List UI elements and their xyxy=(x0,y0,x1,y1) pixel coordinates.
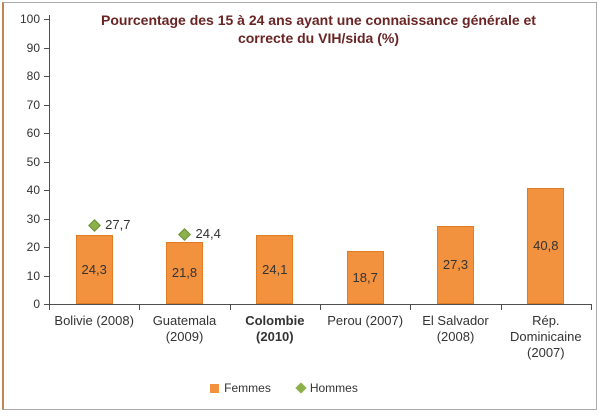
x-axis-label: Colombie (2010) xyxy=(230,313,320,345)
femmes-bar-swatch-icon xyxy=(210,383,220,393)
femmes-bar-value-label: 18,7 xyxy=(352,269,378,285)
hommes-value-label: 24,4 xyxy=(195,226,221,242)
y-axis-tick-label: 80 xyxy=(26,69,40,83)
y-axis-line xyxy=(49,15,50,305)
x-axis-tick xyxy=(500,304,502,310)
x-axis-label: Bolivie (2008) xyxy=(49,313,139,329)
x-axis-tick xyxy=(229,304,231,310)
x-axis-label-line: Dominicaine xyxy=(510,329,582,344)
y-axis-tick-label: 50 xyxy=(26,154,40,169)
y-axis-tick-label: 20 xyxy=(26,240,40,254)
x-axis-label: Rép. Dominicaine (2007) xyxy=(501,313,591,361)
femmes-bar-value-label: 21,8 xyxy=(171,265,198,280)
y-axis-tick xyxy=(44,133,49,134)
x-axis-label-line: (2010) xyxy=(256,329,294,344)
femmes-bar xyxy=(437,226,474,304)
y-axis-tick-label: 30 xyxy=(26,211,40,226)
y-axis-tick xyxy=(44,190,49,191)
y-axis-tick xyxy=(44,161,49,163)
y-axis-tick xyxy=(44,304,49,305)
y-axis-tick-label: 100 xyxy=(19,12,40,26)
y-axis-tick xyxy=(44,275,49,277)
x-axis-label-line: (2007) xyxy=(527,345,565,360)
y-axis-tick xyxy=(44,104,49,106)
legend-label-hommes: Hommes xyxy=(309,381,358,395)
legend: Femmes Hommes xyxy=(0,381,580,395)
hommes-diamond-marker xyxy=(87,218,101,232)
hommes-value-label: 27,7 xyxy=(105,217,131,233)
chart-title: Pourcentage des 15 à 24 ans ayant une co… xyxy=(49,11,588,47)
y-axis-tick-label: 70 xyxy=(26,97,40,112)
x-axis-tick xyxy=(591,304,592,310)
x-axis-label-line: Perou (2007) xyxy=(327,313,404,328)
x-axis-label-line: Bolivie (2008) xyxy=(54,313,134,328)
y-axis-tick xyxy=(44,218,49,220)
x-axis-label-line: (2008) xyxy=(436,329,475,344)
x-axis-tick xyxy=(410,304,412,310)
x-axis-label: Perou (2007) xyxy=(320,313,410,329)
femmes-bar-value-label: 24,3 xyxy=(81,261,107,277)
x-axis-label-line: (2009) xyxy=(165,329,204,344)
y-axis-tick-label: 10 xyxy=(26,268,40,283)
legend-item-hommes: Hommes xyxy=(295,381,358,395)
chart-title-line1: Pourcentage des 15 à 24 ans ayant une co… xyxy=(101,12,536,28)
y-axis-tick xyxy=(44,247,49,248)
y-axis-tick-label: 0 xyxy=(33,297,40,311)
x-axis-label: Guatemala (2009) xyxy=(139,313,229,345)
femmes-bar xyxy=(527,188,564,304)
femmes-bar xyxy=(76,235,113,304)
femmes-bar-value-label: 27,3 xyxy=(442,257,469,272)
y-axis-tick xyxy=(44,19,49,20)
x-axis-tick xyxy=(320,304,321,310)
femmes-bar xyxy=(256,235,293,304)
chart-frame: Pourcentage des 15 à 24 ans ayant une co… xyxy=(2,2,597,410)
y-axis-tick xyxy=(44,47,49,49)
chart-title-line2: correcte du VIH/sida (%) xyxy=(237,30,400,46)
y-axis-tick-label: 60 xyxy=(26,126,40,140)
x-axis-tick xyxy=(49,304,50,310)
x-axis-label-line: Guatemala xyxy=(152,313,217,328)
x-axis-tick xyxy=(139,304,141,310)
y-axis-tick-label: 90 xyxy=(26,40,40,55)
plot-area: 0 10 20 30 40 50 60 70 80 90 100 24,3 21,8 24,1 18,7 27… xyxy=(4,3,596,409)
femmes-bar-value-label: 40,8 xyxy=(533,238,559,253)
hommes-diamond-marker xyxy=(178,228,191,241)
x-axis-label-line: El Salvador xyxy=(422,313,489,328)
hommes-diamond-swatch-icon xyxy=(295,382,307,394)
femmes-bar xyxy=(166,242,203,304)
x-axis-label-line: Colombie xyxy=(245,313,305,328)
legend-label-femmes: Femmes xyxy=(224,381,271,395)
x-axis-label-line: Rép. xyxy=(532,313,560,328)
y-axis-tick xyxy=(44,76,49,77)
legend-item-femmes: Femmes xyxy=(210,381,271,395)
y-axis-tick-label: 40 xyxy=(26,183,40,197)
femmes-bar xyxy=(347,251,384,304)
femmes-bar-value-label: 24,1 xyxy=(262,261,288,277)
x-axis-label: El Salvador (2008) xyxy=(410,313,500,345)
